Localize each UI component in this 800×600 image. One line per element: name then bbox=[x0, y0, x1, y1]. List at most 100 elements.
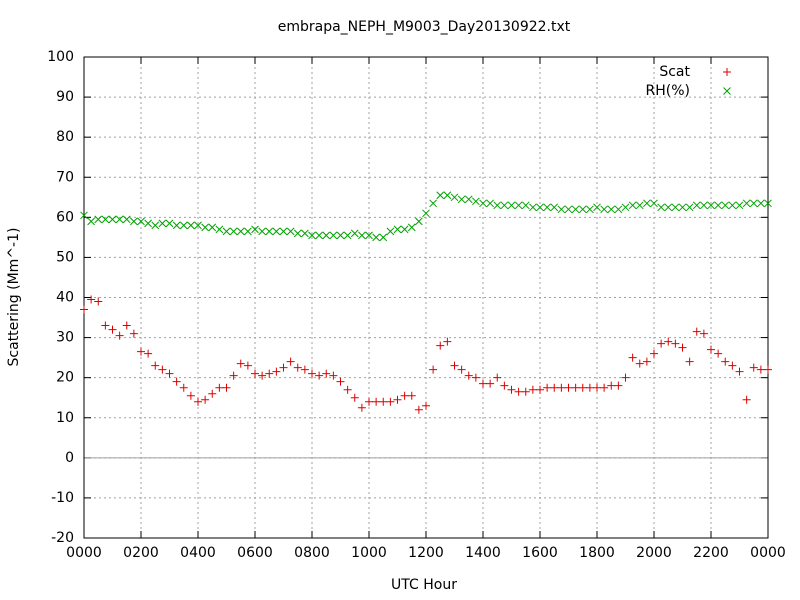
data-point bbox=[308, 231, 316, 240]
data-point bbox=[714, 349, 723, 358]
data-point bbox=[728, 201, 737, 210]
data-point bbox=[87, 217, 95, 226]
data-point bbox=[407, 391, 416, 400]
y-tick-label: 10 bbox=[56, 410, 74, 426]
data-point bbox=[300, 365, 309, 374]
data-point bbox=[258, 227, 266, 236]
data-point bbox=[749, 363, 758, 372]
data-point bbox=[514, 201, 523, 210]
data-point bbox=[208, 223, 217, 232]
data-point bbox=[521, 201, 530, 210]
data-point bbox=[543, 203, 551, 212]
data-point bbox=[414, 405, 423, 414]
data-point bbox=[764, 199, 772, 208]
data-point bbox=[600, 383, 609, 392]
data-point bbox=[386, 397, 395, 406]
data-point bbox=[664, 337, 673, 346]
data-point bbox=[315, 371, 324, 380]
x-axis-label: UTC Hour bbox=[391, 577, 457, 593]
data-point bbox=[215, 225, 224, 234]
data-point bbox=[165, 369, 174, 378]
data-point bbox=[400, 225, 409, 234]
data-point bbox=[614, 205, 623, 214]
y-tick-label: 30 bbox=[56, 330, 74, 346]
data-point bbox=[457, 365, 466, 374]
data-point bbox=[571, 205, 580, 214]
data-point bbox=[486, 199, 494, 208]
data-point bbox=[229, 371, 238, 380]
data-point bbox=[486, 379, 495, 388]
data-point bbox=[735, 201, 744, 210]
data-point bbox=[158, 365, 167, 374]
data-point bbox=[379, 397, 388, 406]
data-point bbox=[286, 227, 295, 236]
data-point bbox=[621, 203, 630, 212]
x-tick-label: 2000 bbox=[636, 545, 672, 561]
data-point bbox=[358, 231, 366, 240]
data-point bbox=[757, 199, 765, 208]
chart-title: embrapa_NEPH_M9003_Day20130922.txt bbox=[278, 19, 571, 35]
data-point bbox=[749, 199, 758, 208]
legend-label: Scat bbox=[659, 64, 690, 80]
data-point bbox=[536, 203, 544, 212]
data-point bbox=[571, 383, 580, 392]
data-point bbox=[350, 229, 359, 238]
data-point bbox=[557, 383, 566, 392]
data-point bbox=[585, 383, 594, 392]
data-point bbox=[144, 349, 153, 358]
data-point bbox=[179, 221, 188, 230]
data-point bbox=[536, 385, 544, 394]
data-point bbox=[201, 395, 210, 404]
data-point bbox=[137, 217, 145, 226]
plot-border bbox=[83, 56, 769, 539]
data-point bbox=[507, 385, 516, 394]
data-point bbox=[714, 201, 722, 210]
x-tick-label: 0400 bbox=[180, 545, 216, 561]
x-tick-label: 0200 bbox=[123, 545, 159, 561]
data-point bbox=[593, 203, 601, 212]
data-point bbox=[507, 201, 516, 210]
data-point bbox=[429, 365, 438, 374]
data-point bbox=[643, 199, 651, 208]
data-point bbox=[443, 337, 452, 346]
data-point bbox=[650, 199, 658, 208]
data-point bbox=[365, 231, 373, 240]
data-point bbox=[386, 227, 395, 236]
y-tick-label: 100 bbox=[47, 49, 74, 65]
data-point bbox=[108, 325, 117, 334]
data-point bbox=[628, 353, 637, 362]
y-tick-label: 90 bbox=[56, 89, 74, 105]
data-point bbox=[500, 201, 509, 210]
data-point bbox=[479, 199, 487, 208]
data-point bbox=[329, 231, 338, 240]
data-point bbox=[742, 395, 751, 404]
data-point bbox=[493, 373, 502, 382]
data-point bbox=[415, 217, 423, 226]
y-tick-label: 50 bbox=[56, 249, 74, 265]
data-point bbox=[165, 219, 174, 228]
data-point bbox=[393, 395, 402, 404]
data-point bbox=[208, 389, 217, 398]
data-point bbox=[279, 227, 288, 236]
y-tick-label: 80 bbox=[56, 129, 74, 145]
data-point bbox=[493, 201, 502, 210]
data-point bbox=[642, 357, 651, 366]
data-point bbox=[628, 201, 637, 210]
data-point bbox=[158, 219, 167, 228]
data-point bbox=[322, 369, 331, 378]
data-point bbox=[450, 361, 459, 370]
data-point bbox=[94, 215, 103, 224]
data-point bbox=[172, 377, 181, 386]
data-point bbox=[700, 201, 708, 210]
data-point bbox=[194, 221, 202, 230]
data-point bbox=[479, 379, 487, 388]
data-point bbox=[172, 221, 181, 230]
data-point bbox=[578, 383, 587, 392]
data-point bbox=[400, 391, 409, 400]
data-point bbox=[108, 215, 117, 224]
data-point bbox=[122, 321, 131, 330]
data-point bbox=[308, 369, 316, 378]
data-point bbox=[707, 201, 715, 210]
data-point bbox=[678, 343, 687, 352]
